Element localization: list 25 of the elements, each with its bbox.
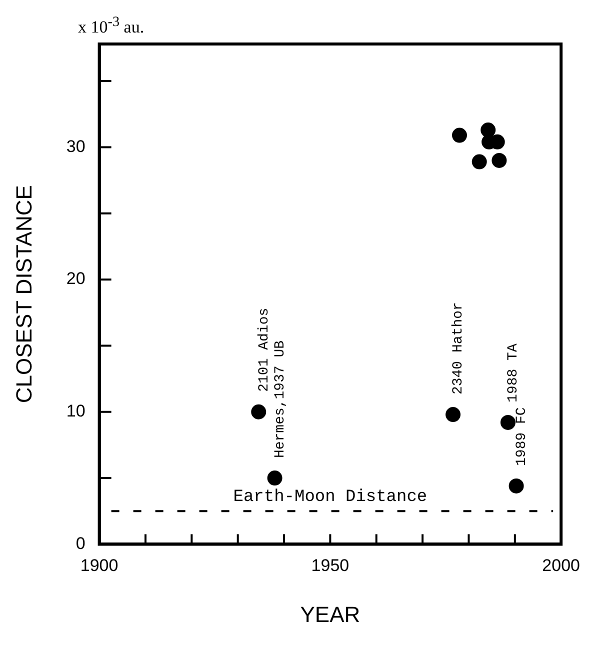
ref-line-label: Earth-Moon Distance [233,488,428,508]
y-tick-label: 20 [66,269,86,288]
annotation: 2101 Adios [256,308,272,392]
x-tick-label: 1900 [80,556,118,576]
point [472,154,487,170]
point [446,407,461,422]
y-axis-title: CLOSEST DISTANCE [11,185,36,404]
x-tick-label: 1950 [311,556,350,576]
annotation: 1988 TA [506,343,522,402]
annotation: 1989 FC [514,407,530,466]
point [508,478,524,494]
point [251,404,266,420]
y-tick-label: 10 [66,402,86,421]
point [480,122,496,138]
y-tick-label: 0 [76,534,86,553]
point [500,414,516,430]
x-axis-title: YEAR [300,602,360,627]
text: x 10$^{-3}$ au. [78,14,144,38]
annotation: Hermes,1937 UB [272,340,288,458]
y-tick-label: 30 [66,136,86,156]
point [492,152,507,168]
point [267,470,282,486]
x-tick-label: 2000 [542,556,580,576]
point [452,128,467,143]
annotation: 2340 Hathor [450,302,467,395]
